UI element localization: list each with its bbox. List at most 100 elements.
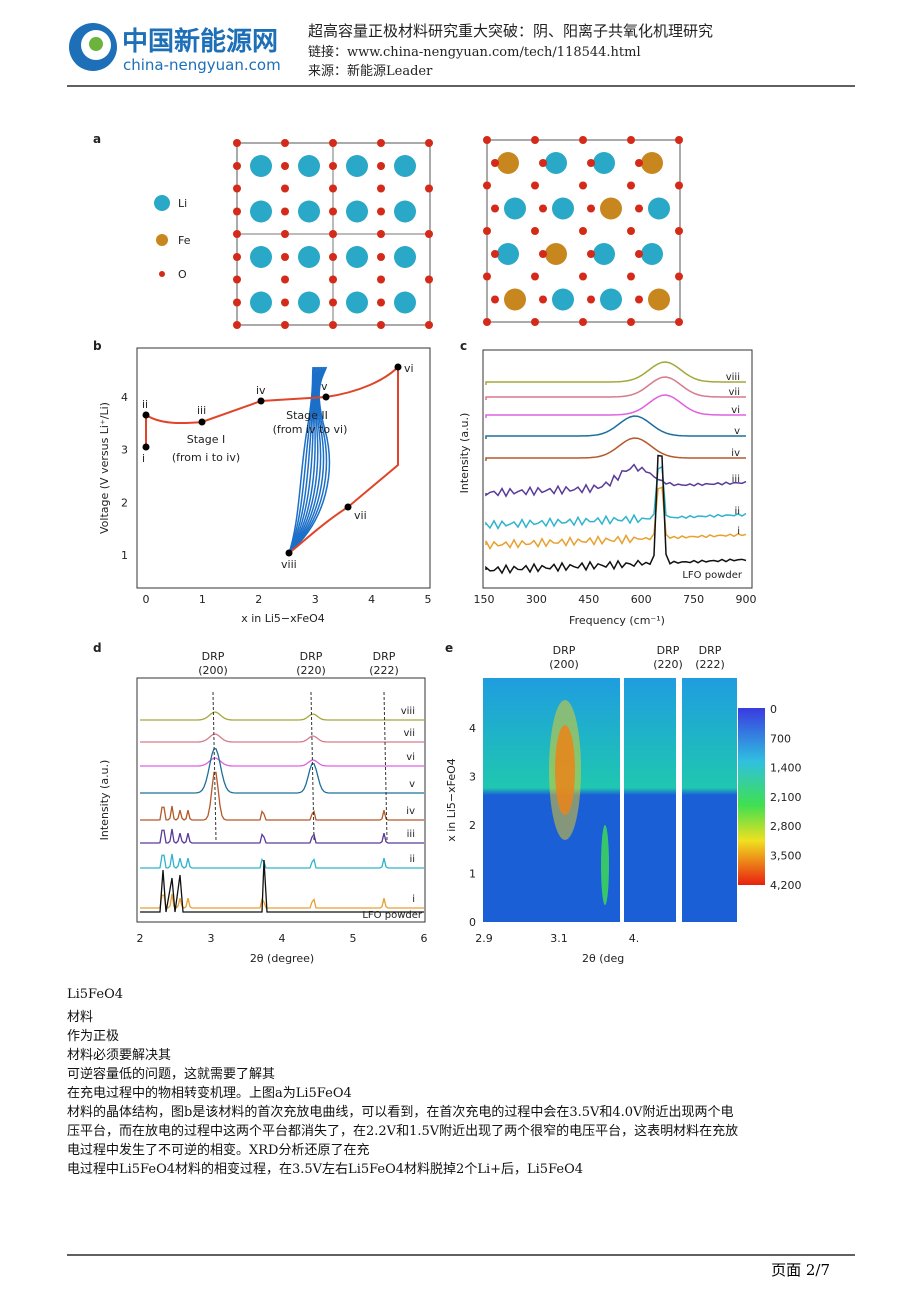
annotation: Stage I <box>187 433 226 446</box>
spectrum-trace <box>485 394 746 418</box>
trace-label: viii <box>726 372 740 383</box>
o-atom <box>483 227 491 235</box>
o-atom <box>377 139 385 147</box>
x-tick-label: 3.1 <box>550 932 568 945</box>
o-atom <box>329 184 337 193</box>
o-atom <box>329 207 337 216</box>
legend-swatch <box>159 271 165 277</box>
legend-label: Li <box>178 197 187 210</box>
peak-label: DRP <box>300 650 323 663</box>
heatmap-gap <box>676 678 682 922</box>
o-atom <box>233 321 241 329</box>
x-tick-label: 4. <box>629 932 640 945</box>
li-atom <box>648 197 670 220</box>
body-line: 材料必须要解决其 <box>67 1048 172 1063</box>
trace-label: vii <box>729 387 740 398</box>
li-atom <box>600 197 622 220</box>
o-atom <box>587 295 595 304</box>
x-tick-label: 2 <box>255 593 262 606</box>
o-atom <box>675 227 683 235</box>
charge-curve <box>288 366 328 554</box>
stage-point <box>394 363 402 371</box>
label: d <box>93 641 102 655</box>
y-tick-label: 1 <box>469 868 476 881</box>
stage-point <box>198 418 206 426</box>
x-tick-label: 5 <box>425 593 432 606</box>
trace-label: vii <box>404 728 415 739</box>
li-atom <box>545 152 567 174</box>
x-tick-label: 3 <box>208 932 215 945</box>
axes-frame <box>136 347 431 589</box>
o-atom <box>539 204 547 213</box>
label: c <box>460 339 467 353</box>
y-tick-label: 4 <box>469 722 476 735</box>
body-line: 压平台，而在放电的过程中这两个平台都消失了，在2.2V和1.5V附近出现了两个很… <box>67 1124 739 1139</box>
x-tick-label: 750 <box>683 593 704 606</box>
y-axis-label: Intensity (a.u.) <box>98 760 111 841</box>
trace-label: iii <box>732 474 740 485</box>
point-label: vi <box>404 362 414 375</box>
body-line: 材料的晶体结构，图b是该材料的首次充放电曲线，可以看到，在首次充电的过程中会在3… <box>67 1105 734 1120</box>
o-atom <box>281 253 289 261</box>
x-tick-label: 4 <box>368 593 375 606</box>
o-atom <box>531 318 539 326</box>
o-atom <box>675 318 683 326</box>
x-tick-label: 3 <box>312 593 319 606</box>
trace-label: v <box>409 779 415 790</box>
charge-curve <box>288 366 319 554</box>
o-atom <box>627 227 635 235</box>
o-atom <box>281 139 289 147</box>
trace-label: ii <box>409 854 415 865</box>
x-tick-label: 600 <box>631 593 652 606</box>
o-atom <box>329 298 337 307</box>
li-atom <box>497 243 519 265</box>
li-atom <box>394 246 416 268</box>
o-atom <box>425 184 433 193</box>
body-line: 电过程中发生了不可逆的相变。XRD分析还原了在充 <box>67 1143 370 1158</box>
o-atom <box>233 184 241 193</box>
peak-label: (220) <box>296 664 326 677</box>
y-tick-label: 3 <box>469 771 476 784</box>
charge-curve <box>288 366 316 554</box>
x-tick-label: 2 <box>137 932 144 945</box>
figure: a Li Fe Ob 0 1 2 3 4 5 1 2 3 4 x in Li5−xFeO4 Voltage (… <box>67 110 840 985</box>
li-atom <box>394 291 416 314</box>
charge-curve <box>288 366 314 554</box>
annotation: (from iv to vi) <box>273 423 348 436</box>
li-atom <box>600 288 622 311</box>
li-atom <box>298 246 320 268</box>
o-atom <box>627 272 635 281</box>
o-atom <box>377 207 385 216</box>
peak-label: DRP <box>657 644 680 657</box>
o-atom <box>233 162 241 170</box>
peak-label: (220) <box>653 658 683 671</box>
xrd-trace <box>140 757 424 767</box>
xrd-trace <box>140 859 424 913</box>
peak-label: DRP <box>373 650 396 663</box>
o-atom <box>281 207 289 216</box>
charge-curve <box>288 366 317 554</box>
spectrum-trace <box>485 361 746 385</box>
heatmap-hot <box>601 825 609 905</box>
charge-curve <box>288 366 322 554</box>
o-atom <box>425 275 433 284</box>
body-line: 作为正极 <box>67 1029 120 1044</box>
li-atom <box>593 243 615 265</box>
o-atom <box>531 227 539 235</box>
o-atom <box>377 298 385 307</box>
o-atom <box>233 298 241 307</box>
colorbar-label: 2,800 <box>770 820 802 833</box>
o-atom <box>233 139 241 147</box>
trace-label: vi <box>406 752 415 763</box>
li-atom <box>504 288 526 311</box>
o-atom <box>539 159 547 167</box>
trace-label: i <box>412 894 415 905</box>
o-atom <box>483 318 491 326</box>
li-atom <box>346 291 368 314</box>
o-atom <box>491 204 499 213</box>
x-tick-label: 300 <box>526 593 547 606</box>
spectrum-trace <box>485 437 746 461</box>
o-atom <box>281 298 289 307</box>
li-atom <box>545 243 567 265</box>
colorbar-label: 0 <box>770 703 777 716</box>
